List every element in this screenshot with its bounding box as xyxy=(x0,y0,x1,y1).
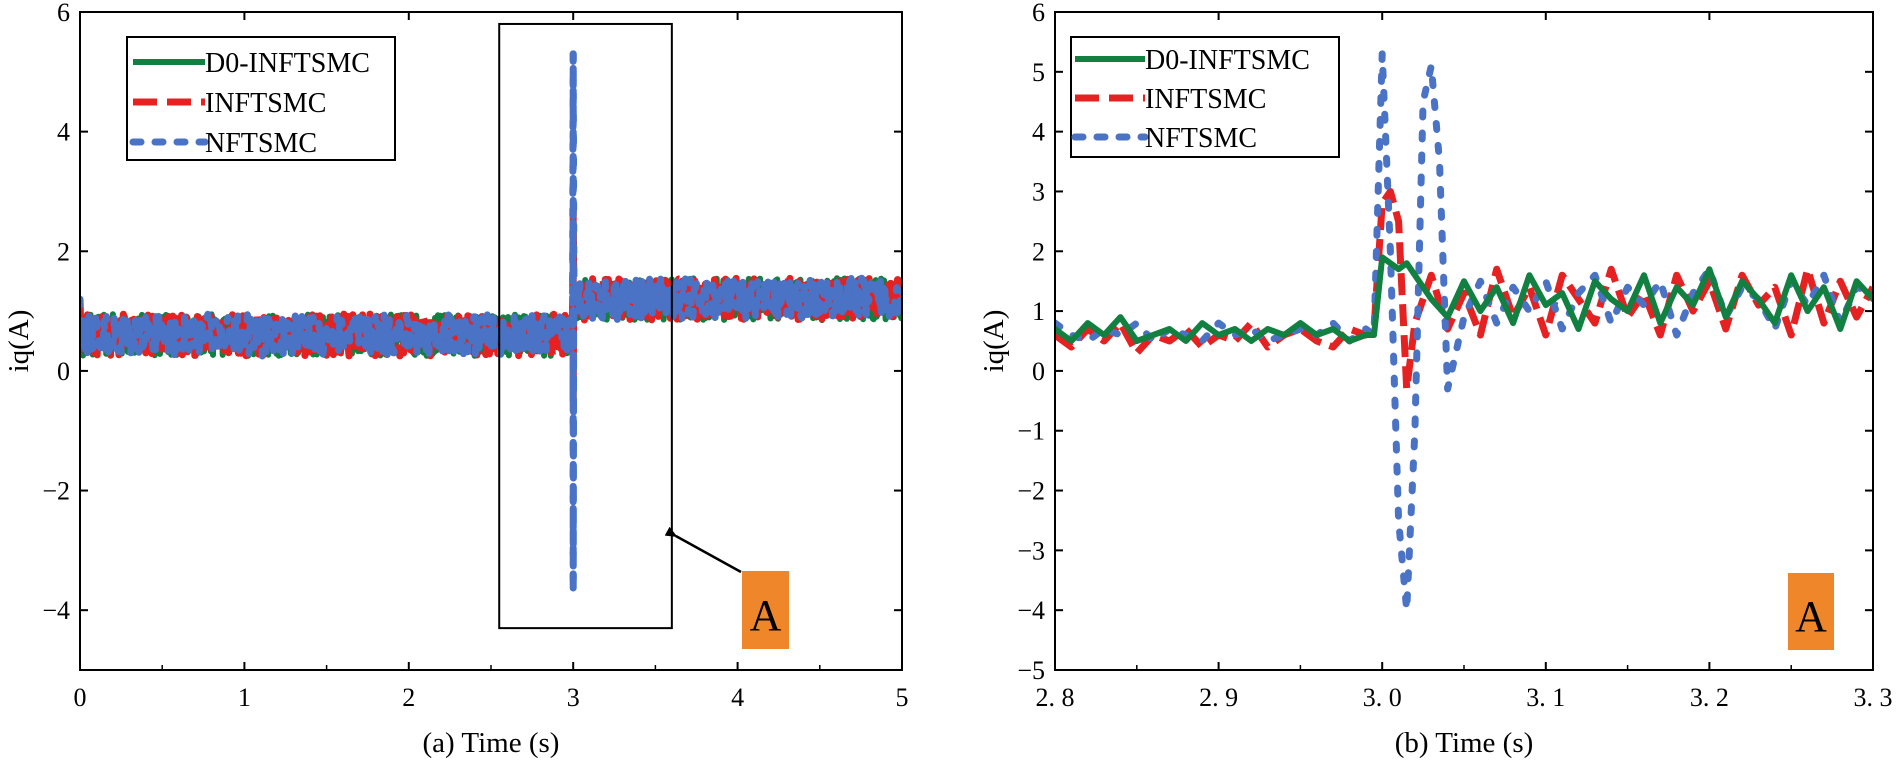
panel-a-marker-label: A xyxy=(750,591,782,640)
panel-b-marker-label: A xyxy=(1795,592,1827,641)
panel-b-ytick-label: 3 xyxy=(1032,177,1045,206)
panel-b-xtick-label: 2. 9 xyxy=(1199,683,1238,712)
panel-b-ticks: 2. 8 2. 9 3. 0 3. 1 3. 2 3. 3 −5 −4 −3 −2 −1 0 1 2 3 4 5… xyxy=(1017,0,1892,712)
panel-a-xtick-label: 2 xyxy=(402,683,415,712)
panel-a-ytick-label: 2 xyxy=(57,237,70,266)
panel-b-ytick-label: 2 xyxy=(1032,237,1045,266)
panel-b-xlabel: (b) Time (s) xyxy=(1395,727,1534,759)
panel-a: 0 1 2 3 4 5 −4 −2 0 2 4 6 A D0-INFTSMC INFTSMC NFTS… xyxy=(3,0,909,759)
legend-b-label-d0: D0-INFTSMC xyxy=(1145,45,1310,76)
panel-b-ytick-label: 6 xyxy=(1032,0,1045,27)
panel-b-xtick-label: 3. 1 xyxy=(1526,683,1565,712)
panel-a-ytick-label: 0 xyxy=(57,357,70,386)
panel-b-ytick-label: 0 xyxy=(1032,357,1045,386)
panel-b-series-d0-inftsmc xyxy=(1055,254,1873,344)
panel-b-ytick-label: −4 xyxy=(1017,596,1045,625)
panel-b-marker-box xyxy=(1788,573,1834,650)
legend-b-label-inftsmc: INFTSMC xyxy=(1145,84,1266,115)
panel-a-ytick-label: −4 xyxy=(42,596,70,625)
panel-b-series-inftsmc xyxy=(1055,188,1873,393)
panel-b-ytick-label: −2 xyxy=(1017,477,1045,506)
panel-b-xtick-label: 3. 0 xyxy=(1363,683,1402,712)
panel-a-ytick-label: 4 xyxy=(57,118,70,147)
panel-a-xtick-label: 4 xyxy=(731,683,744,712)
panel-a-zoom-rect xyxy=(498,22,673,630)
panel-b-legend: D0-INFTSMC INFTSMC NFTSMC xyxy=(1070,36,1340,158)
panel-a-ytick-label: −2 xyxy=(42,477,70,506)
panel-a-ylabel: iq(A) xyxy=(3,310,35,373)
panel-a-xtick-label: 3 xyxy=(567,683,580,712)
panel-a-zoom-arrow xyxy=(664,526,742,574)
legend-b-label-nftsmc: NFTSMC xyxy=(1145,123,1257,154)
panel-b-series xyxy=(1055,50,1873,614)
panel-a-ytick-label: 6 xyxy=(57,0,70,27)
panel-b-ytick-label: 5 xyxy=(1032,58,1045,87)
panel-a-xtick-label: 5 xyxy=(896,683,909,712)
legend-a-label-nftsmc: NFTSMC xyxy=(205,128,317,159)
panel-b-xtick-label: 3. 2 xyxy=(1690,683,1729,712)
panel-a-legend: D0-INFTSMC INFTSMC NFTSMC xyxy=(126,36,396,161)
panel-b-ytick-label: −5 xyxy=(1017,656,1045,685)
panel-b-marker-a: A xyxy=(1788,573,1834,650)
legend-a-label-inftsmc: INFTSMC xyxy=(205,88,326,119)
panel-a-xtick-label: 1 xyxy=(238,683,251,712)
panel-b-xtick-label: 3. 3 xyxy=(1854,683,1893,712)
panel-b-xtick-label: 2. 8 xyxy=(1036,683,1075,712)
panel-b-ytick-label: 1 xyxy=(1032,297,1045,326)
panel-a-xtick-label: 0 xyxy=(74,683,87,712)
panel-b-ytick-label: −1 xyxy=(1017,417,1045,446)
panel-b-ylabel: iq(A) xyxy=(978,310,1010,373)
panel-b: 2. 8 2. 9 3. 0 3. 1 3. 2 3. 3 −5 −4 −3 −2 −1 0 1 2 3 4 5… xyxy=(978,0,1893,759)
panel-a-series xyxy=(80,50,902,596)
legend-a-label-d0: D0-INFTSMC xyxy=(205,48,370,79)
panel-a-ticks: 0 1 2 3 4 5 −4 −2 0 2 4 6 xyxy=(42,0,908,712)
panel-b-ytick-label: −3 xyxy=(1017,536,1045,565)
panel-a-xlabel: (a) Time (s) xyxy=(423,727,560,759)
panel-b-series-nftsmc xyxy=(1055,50,1873,614)
panel-a-marker-box xyxy=(742,571,789,649)
panel-a-series-nftsmc xyxy=(80,50,902,596)
panel-a-zoom-box: A xyxy=(498,22,789,649)
panel-b-ytick-label: 4 xyxy=(1032,118,1045,147)
